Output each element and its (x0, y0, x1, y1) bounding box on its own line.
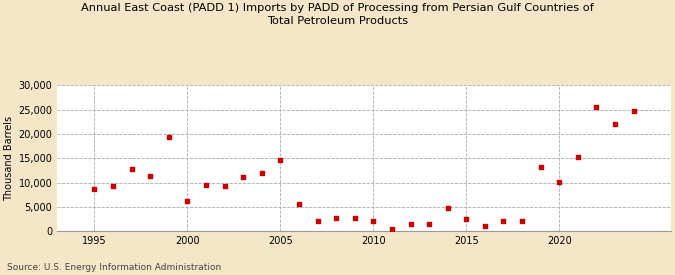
Text: Annual East Coast (PADD 1) Imports by PADD of Processing from Persian Gulf Count: Annual East Coast (PADD 1) Imports by PA… (81, 3, 594, 26)
Point (368, 218, 379, 223)
Point (405, 222, 416, 226)
Point (591, 104, 602, 109)
Point (498, 219, 509, 223)
Point (535, 165, 546, 170)
Point (442, 206, 453, 211)
Point (610, 122, 620, 126)
Point (554, 179, 565, 184)
Point (182, 199, 193, 203)
Point (89, 187, 100, 191)
Point (572, 155, 583, 159)
Point (424, 222, 435, 227)
Point (219, 184, 230, 189)
Point (516, 219, 527, 223)
Point (200, 183, 211, 188)
Point (256, 170, 267, 175)
Point (144, 174, 155, 178)
Text: Source: U.S. Energy Information Administration: Source: U.S. Energy Information Administ… (7, 263, 221, 272)
Point (331, 216, 342, 220)
Point (294, 202, 304, 207)
Point (126, 167, 137, 172)
Point (238, 175, 248, 179)
Point (275, 158, 286, 162)
Point (461, 217, 472, 221)
Point (312, 219, 323, 224)
Point (350, 216, 360, 220)
Point (163, 135, 174, 139)
Point (628, 109, 639, 114)
Point (107, 184, 118, 188)
Point (479, 224, 490, 228)
Point (387, 227, 398, 231)
Y-axis label: Thousand Barrels: Thousand Barrels (4, 116, 14, 201)
